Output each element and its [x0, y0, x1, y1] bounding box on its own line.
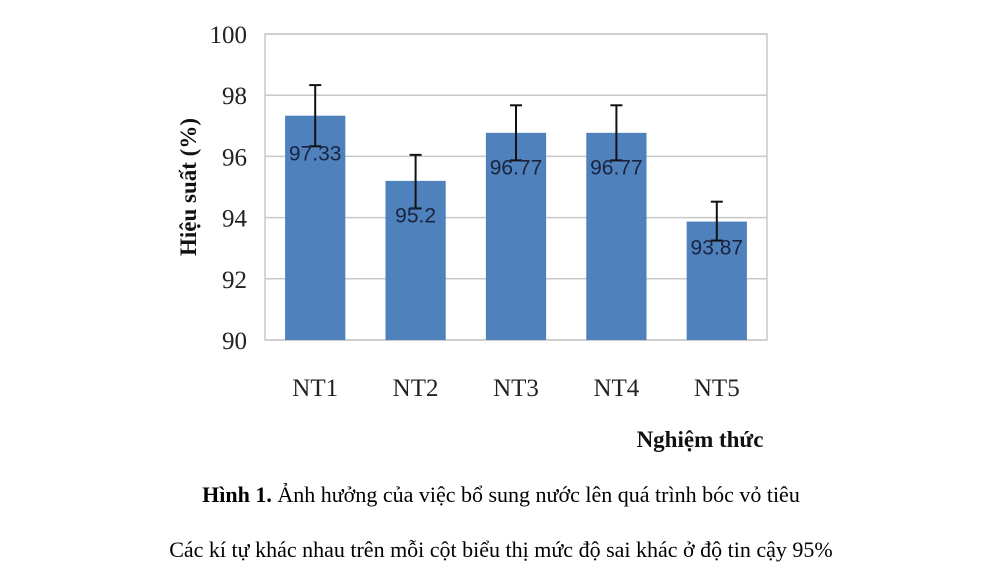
x-axis-title: Nghiệm thức	[637, 427, 764, 452]
x-tick-label-nt5: NT5	[694, 375, 740, 402]
y-axis-title: Hiệu suất (%)	[176, 118, 201, 256]
value-labels: 97.33 95.2 96.77 96.77 93.87	[289, 142, 743, 259]
x-tick-labels: NT1 NT2 NT3 NT4 NT5	[292, 375, 739, 402]
x-tick-label-nt2: NT2	[393, 375, 439, 402]
y-tick-labels: 90 92 94 96 98 100	[210, 22, 248, 355]
x-tick-label-nt3: NT3	[493, 375, 539, 402]
value-label-nt4: 96.77	[590, 156, 643, 179]
bar-nt4	[586, 132, 647, 340]
y-tick-label: 92	[222, 267, 247, 294]
error-bars	[309, 84, 723, 242]
gridlines	[264, 33, 768, 341]
bar-nt1	[285, 115, 346, 341]
y-tick-label: 96	[222, 144, 247, 171]
figure-note: Các kí tự khác nhau trên mỗi cột biểu th…	[169, 537, 833, 562]
y-tick-label: 100	[210, 22, 248, 49]
y-tick-label: 90	[222, 328, 247, 355]
x-tick-label-nt1: NT1	[292, 375, 338, 402]
y-tick-label: 98	[222, 83, 247, 110]
bar-chart: 97.33 95.2 96.77 96.77 93.87 90 92 94 96 98 100 N…	[176, 22, 768, 452]
figure-label: Hình 1.	[202, 482, 272, 507]
bars	[285, 115, 747, 341]
bar-nt3	[485, 132, 547, 340]
value-label-nt5: 93.87	[691, 237, 744, 260]
x-tick-label-nt4: NT4	[593, 375, 639, 402]
value-label-nt1: 97.33	[289, 142, 342, 165]
y-tick-label: 94	[222, 206, 248, 233]
value-label-nt3: 96.77	[490, 156, 543, 179]
figure-caption: Hình 1. Ảnh hưởng của việc bổ sung nước …	[0, 482, 1002, 508]
figure-caption-text: Ảnh hưởng của việc bổ sung nước lên quá …	[271, 482, 800, 507]
value-label-nt2: 95.2	[395, 204, 436, 227]
